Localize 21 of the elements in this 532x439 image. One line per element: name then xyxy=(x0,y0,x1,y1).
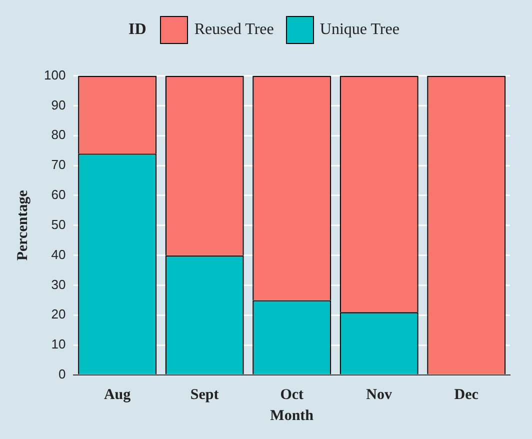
x-tick-label: Dec xyxy=(454,386,479,403)
y-tick-label: 60 xyxy=(51,187,66,202)
y-tick-label: 70 xyxy=(51,157,66,172)
y-tick-label: 80 xyxy=(51,127,66,142)
x-tick-label: Nov xyxy=(366,386,393,403)
y-tick-label: 0 xyxy=(58,366,66,382)
y-tick-label: 20 xyxy=(51,306,66,322)
y-tick-label: 30 xyxy=(51,276,66,292)
y-tick-label: 40 xyxy=(51,246,66,262)
y-tick-label: 10 xyxy=(51,336,66,352)
y-tick-label: 90 xyxy=(51,97,66,112)
y-axis-title: Percentage xyxy=(14,190,31,261)
x-axis-title: Month xyxy=(270,408,314,424)
y-tick-label: 50 xyxy=(51,216,66,232)
x-tick-label: Aug xyxy=(104,386,132,403)
x-tick-label: Oct xyxy=(280,386,304,403)
x-tick-label: Sept xyxy=(190,386,219,403)
y-tick-label: 100 xyxy=(44,67,66,82)
legend-label: Unique Tree xyxy=(320,21,400,39)
legend-title: ID xyxy=(128,21,146,39)
text: Reused Tree xyxy=(194,21,274,39)
